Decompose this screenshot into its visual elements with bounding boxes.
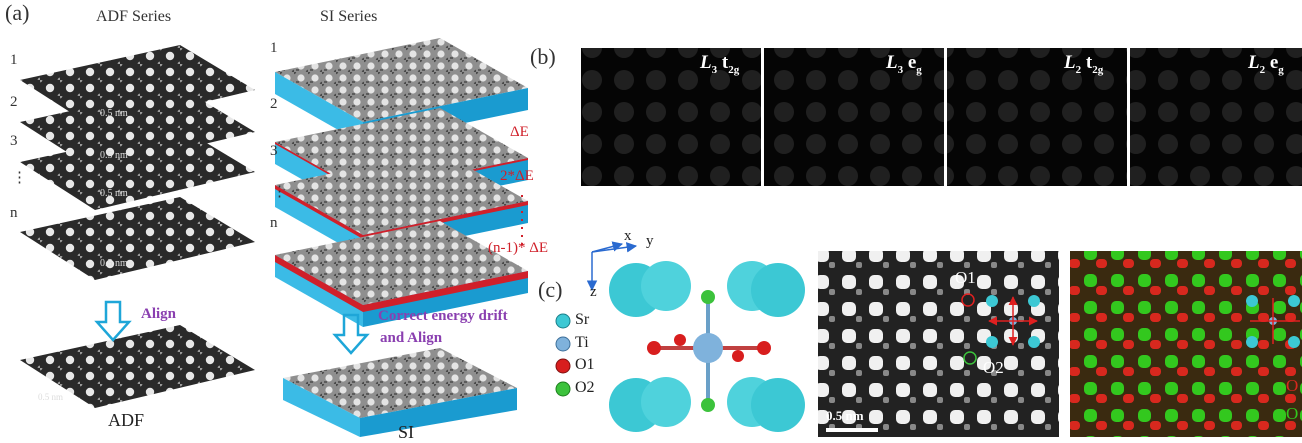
align-arrow-adf — [94, 300, 132, 342]
si-result-label: SI — [398, 422, 415, 442]
adf-dots: ⋮ — [12, 170, 27, 186]
stem-scalebar-label: 0.5 nm — [826, 408, 864, 423]
adf-number-n: n — [10, 205, 18, 221]
overlay-image — [1070, 251, 1302, 437]
adf-result-image — [20, 325, 255, 408]
align-arrow-si — [332, 313, 370, 355]
adf-scalebar-4: 0.5 nm — [100, 188, 128, 199]
si-dots: ⋮ — [272, 184, 287, 200]
correct-label-line1: Correct energy drift — [378, 308, 508, 324]
si-series-title: SI Series — [320, 8, 378, 25]
map-l2-eg — [1130, 48, 1302, 186]
si-number-n: n — [270, 215, 278, 231]
map-l3-eg — [764, 48, 944, 186]
adf-number-1: 1 — [10, 52, 18, 68]
adf-number-3: 3 — [10, 133, 18, 149]
axis-z-label: z — [590, 284, 597, 300]
adf-number-2: 2 — [10, 94, 18, 110]
si-number-2: 2 — [270, 96, 278, 112]
axis-x-label: x — [624, 228, 632, 244]
crystal-model — [609, 261, 805, 432]
energy-label-n: (n-1)* ΔE — [488, 240, 549, 256]
adf-series-stack — [20, 45, 255, 408]
adf-scalebar-3: 0.5 nm — [100, 150, 128, 161]
adf-frame-1 — [20, 45, 255, 128]
map-l3-t2g — [581, 48, 761, 186]
adf-scalebar-2: 0.5 nm — [100, 108, 128, 119]
adf-result-label: ADF — [108, 410, 145, 430]
legend-markers — [555, 313, 571, 397]
legend-o2: O2 — [575, 379, 595, 396]
legend-o1: O1 — [575, 356, 595, 373]
o2-site-label: O2 — [983, 358, 1004, 377]
si-number-3: 3 — [270, 143, 278, 159]
o1-site-label: O1 — [955, 268, 976, 287]
si-slab-n — [275, 221, 528, 327]
map-l2-t2g — [947, 48, 1127, 186]
adf-frame-n — [20, 197, 255, 280]
panel-b-maps — [581, 48, 1302, 186]
axis-y-label: y — [646, 233, 654, 249]
energy-label-1: ΔE — [510, 124, 529, 140]
axes-triad — [586, 241, 638, 292]
panel-a-label: (a) — [5, 0, 30, 25]
si-series-stack — [275, 38, 528, 437]
adf-result-scalebar: 0.5 nm — [38, 392, 64, 402]
legend-sr: Sr — [575, 311, 590, 328]
map-label-l2-t2g: L2 t2g — [1064, 52, 1104, 76]
si-result-slab — [283, 348, 517, 437]
adf-series-title: ADF Series — [96, 8, 172, 25]
panel-c-label: (c) — [538, 277, 563, 302]
panel-b-label: (b) — [530, 44, 556, 69]
adf-frame-3 — [20, 127, 255, 210]
overlay-label-o1: O — [1286, 376, 1299, 395]
correct-label-line2: and Align — [380, 330, 443, 346]
si-number-1: 1 — [270, 40, 278, 56]
energy-label-2: 2*ΔE — [500, 168, 534, 184]
map-label-l3-t2g: L3 t2g — [700, 52, 740, 76]
map-label-l2-eg: L2 eg — [1248, 52, 1284, 76]
overlay-label-o2: O — [1286, 404, 1299, 423]
adf-scalebar-n: 0.5 nm — [100, 258, 128, 269]
align-label: Align — [141, 306, 177, 322]
stem-image — [818, 251, 1059, 437]
map-label-l3-eg: L3 eg — [886, 52, 922, 76]
legend-ti: Ti — [575, 334, 589, 351]
